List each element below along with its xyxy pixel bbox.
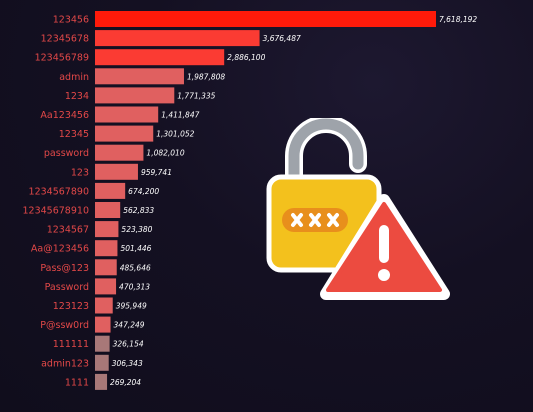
value-label: 1,301,052 [156, 130, 194, 139]
bar [95, 49, 225, 66]
category-label: Aa123456 [40, 110, 89, 121]
category-label: Pass@123 [40, 263, 89, 274]
category-label: 1111 [65, 377, 89, 388]
value-label: 1,082,010 [146, 149, 184, 158]
bar [95, 30, 260, 47]
bar [95, 182, 126, 199]
bar [95, 316, 111, 333]
value-label: 1,411,847 [161, 111, 199, 120]
value-label: 2,886,100 [227, 53, 265, 62]
bar [95, 278, 117, 295]
category-label: 12345 [59, 129, 89, 140]
bar [95, 144, 144, 161]
category-label: admin123 [41, 358, 89, 369]
value-label: 395,949 [116, 302, 147, 311]
category-label: 123 [71, 167, 89, 178]
value-label: 326,154 [113, 340, 144, 349]
value-label: 1,987,808 [187, 72, 225, 81]
category-label: password [44, 148, 89, 159]
category-label: 1234567 [47, 225, 89, 236]
warning-triangle-icon [320, 194, 450, 300]
category-label: 12345678910 [23, 206, 90, 217]
value-label: 674,200 [128, 187, 159, 196]
bar [95, 221, 119, 238]
category-label: admin [59, 72, 89, 83]
value-label: 347,249 [114, 321, 145, 330]
category-label: Password [45, 282, 89, 293]
bar [95, 297, 113, 314]
category-label: 123456789 [35, 53, 89, 64]
category-label: 111111 [53, 339, 89, 350]
bar [95, 87, 175, 104]
bar [95, 373, 108, 390]
bar [95, 163, 138, 180]
bar [95, 259, 117, 276]
value-label: 501,446 [120, 244, 151, 253]
value-label: 7,618,192 [439, 15, 477, 24]
bar [95, 335, 110, 352]
bar [95, 68, 184, 85]
padlock-icon [266, 118, 450, 300]
value-label: 523,380 [121, 225, 152, 234]
bar [95, 106, 159, 123]
bar [95, 240, 118, 257]
bar [95, 354, 109, 371]
value-label: 485,646 [120, 263, 151, 272]
value-label: 1,771,335 [177, 91, 215, 100]
category-label: 123456 [53, 15, 89, 26]
category-label: 1234567890 [29, 186, 89, 197]
value-label: 3,676,487 [263, 34, 301, 43]
category-label: 123123 [53, 301, 89, 312]
category-label: 12345678 [41, 34, 89, 45]
value-label: 306,343 [112, 359, 143, 368]
bar [95, 11, 436, 27]
bar [95, 202, 121, 218]
value-label: 470,313 [119, 282, 150, 291]
value-label: 269,204 [110, 378, 141, 387]
category-label: P@ssw0rd [40, 320, 89, 331]
category-label: 1234 [65, 91, 89, 102]
bar [95, 125, 154, 142]
category-label: Aa@123456 [31, 244, 89, 255]
value-label: 959,741 [141, 168, 172, 177]
value-label: 562,833 [123, 206, 154, 215]
